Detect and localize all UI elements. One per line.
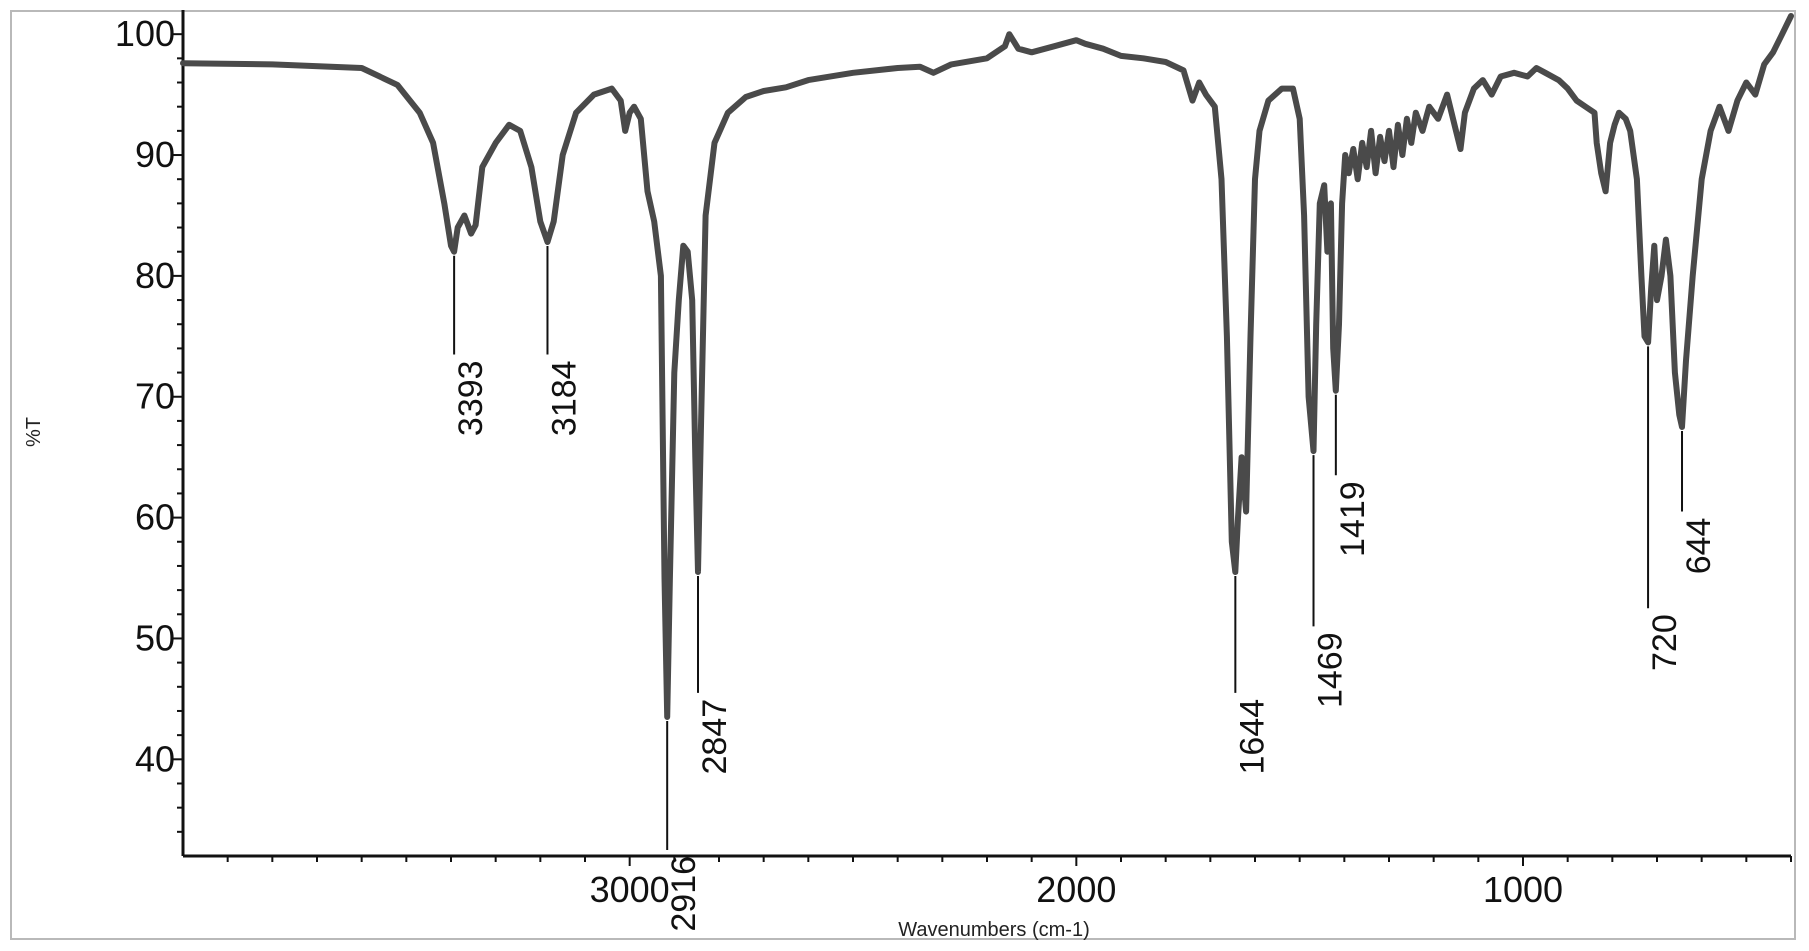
y-tick-label: 40 xyxy=(135,738,175,779)
x-tick-label: 1000 xyxy=(1483,869,1563,910)
y-tick-label: 50 xyxy=(135,617,175,658)
peak-label: 2847 xyxy=(696,699,734,775)
peak-label: 644 xyxy=(1680,518,1718,575)
chart-frame xyxy=(10,10,1796,940)
y-tick-label: 100 xyxy=(115,13,175,54)
y-tick-label: 70 xyxy=(135,376,175,417)
y-tick-label: 90 xyxy=(135,134,175,175)
peak-label: 3184 xyxy=(545,360,583,436)
peak-label: 1644 xyxy=(1233,699,1271,775)
x-tick-label: 3000 xyxy=(590,869,670,910)
peak-label: 2916 xyxy=(665,856,703,932)
x-tick-label: 2000 xyxy=(1036,869,1116,910)
x-axis-title: Wavenumbers (cm-1) xyxy=(898,919,1090,941)
axes: 40 50 60 70 80 90 100 3000 2000 1000 xyxy=(115,10,1792,910)
peak-label: 720 xyxy=(1646,614,1684,671)
peak-labels: 3393 3184 2916 2847 1644 1469 1419 720 644 xyxy=(452,246,1718,932)
spectrum-line xyxy=(180,13,1794,720)
plot-area xyxy=(180,13,1794,720)
peak-label: 1469 xyxy=(1312,632,1350,708)
y-tick-label: 80 xyxy=(135,255,175,296)
y-axis-title: %T xyxy=(23,417,45,447)
peak-label: 1419 xyxy=(1334,481,1372,557)
y-tick-label: 60 xyxy=(135,497,175,538)
peak-label: 3393 xyxy=(452,360,490,436)
